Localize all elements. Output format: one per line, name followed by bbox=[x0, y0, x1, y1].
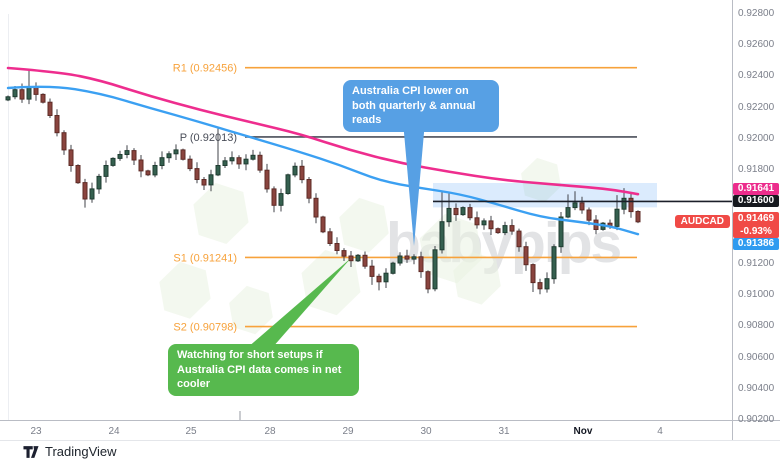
tradingview-attribution[interactable]: TradingView bbox=[23, 444, 117, 459]
callout-short-setup[interactable]: Watching for short setups if Australia C… bbox=[168, 344, 359, 396]
resistance-zone-box[interactable] bbox=[433, 183, 657, 208]
horizontal-line-price-badge: 0.91600 bbox=[733, 195, 779, 208]
time-tick-label: 28 bbox=[264, 426, 276, 437]
symbol-label-badge: AUDCAD bbox=[674, 214, 730, 228]
price-tick-label: 0.92400 bbox=[738, 70, 775, 82]
callout-setup-tail bbox=[247, 258, 351, 348]
price-tick-label: 0.90800 bbox=[738, 320, 775, 332]
price-tick-label: 0.92600 bbox=[738, 39, 775, 51]
time-tick-label: 23 bbox=[30, 426, 42, 437]
time-tick-label: 30 bbox=[420, 426, 432, 437]
ma-blue-price-badge: 0.91386 bbox=[733, 237, 779, 250]
ma-line-pink bbox=[6, 66, 640, 196]
price-tick-label: 0.91000 bbox=[738, 289, 775, 301]
callout-cpi-note[interactable]: Australia CPI lower on both quarterly & … bbox=[343, 80, 499, 132]
price-tick-label: 0.92800 bbox=[738, 8, 775, 19]
time-tick-label: 24 bbox=[108, 426, 120, 437]
last-price-badge: 0.91469 -0.93% bbox=[733, 211, 779, 238]
last-price-change: -0.93% bbox=[740, 225, 772, 237]
price-tick-label: 0.92200 bbox=[738, 101, 775, 113]
price-tick-label: 0.92000 bbox=[738, 132, 775, 144]
callout-cpi-tail bbox=[402, 110, 426, 246]
pivot-label-S2: S2 (0.90798) bbox=[173, 322, 237, 334]
time-tick-label: 4 bbox=[657, 426, 663, 437]
pivot-label-S1: S1 (0.91241) bbox=[173, 252, 237, 264]
price-tick-label: 0.90600 bbox=[738, 351, 775, 363]
time-tick-label: Nov bbox=[573, 426, 593, 437]
ma-line-blue bbox=[6, 85, 640, 236]
price-tick-label: 0.91800 bbox=[738, 164, 775, 176]
price-tick-label: 0.90400 bbox=[738, 382, 775, 394]
time-tick-label: 31 bbox=[498, 426, 510, 437]
tradingview-logo-icon bbox=[23, 445, 39, 458]
time-tick-label: 25 bbox=[185, 426, 197, 437]
price-tick-label: 0.91200 bbox=[738, 257, 775, 269]
pivot-label-R1: R1 (0.92456) bbox=[173, 63, 237, 75]
last-price-value: 0.91469 bbox=[737, 212, 775, 224]
ma-pink-price-badge: 0.91641 bbox=[733, 183, 779, 196]
price-tick-label: 0.90200 bbox=[738, 414, 775, 425]
time-tick-label: 29 bbox=[342, 426, 354, 437]
tradingview-logo-text: TradingView bbox=[45, 444, 117, 459]
candlesticks bbox=[5, 69, 641, 295]
pivot-label-P: P (0.92013) bbox=[180, 132, 237, 144]
